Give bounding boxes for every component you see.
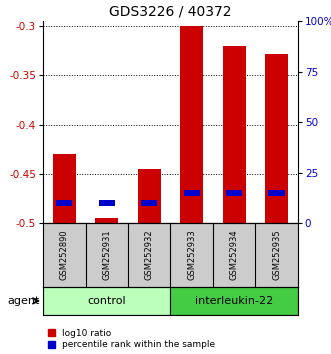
Bar bbox=[141, 200, 158, 206]
Bar bbox=[180, 26, 203, 223]
Text: control: control bbox=[87, 296, 126, 306]
Bar bbox=[265, 54, 288, 223]
Text: GSM252935: GSM252935 bbox=[272, 229, 281, 280]
Bar bbox=[95, 218, 118, 223]
Text: interleukin-22: interleukin-22 bbox=[195, 296, 273, 306]
Bar bbox=[170, 287, 298, 315]
Text: GSM252934: GSM252934 bbox=[230, 229, 239, 280]
Text: GSM252890: GSM252890 bbox=[60, 229, 69, 280]
Bar bbox=[268, 190, 285, 196]
Bar bbox=[53, 154, 76, 223]
Bar bbox=[222, 46, 246, 223]
Bar bbox=[138, 169, 161, 223]
Text: GSM252931: GSM252931 bbox=[102, 229, 111, 280]
Bar bbox=[183, 190, 200, 196]
Text: agent: agent bbox=[7, 296, 40, 306]
Bar bbox=[226, 190, 242, 196]
Text: GSM252933: GSM252933 bbox=[187, 229, 196, 280]
Title: GDS3226 / 40372: GDS3226 / 40372 bbox=[109, 5, 232, 19]
Legend: log10 ratio, percentile rank within the sample: log10 ratio, percentile rank within the … bbox=[48, 329, 215, 349]
Bar bbox=[99, 200, 115, 206]
Text: GSM252932: GSM252932 bbox=[145, 229, 154, 280]
Bar bbox=[56, 200, 72, 206]
Bar bbox=[43, 287, 170, 315]
